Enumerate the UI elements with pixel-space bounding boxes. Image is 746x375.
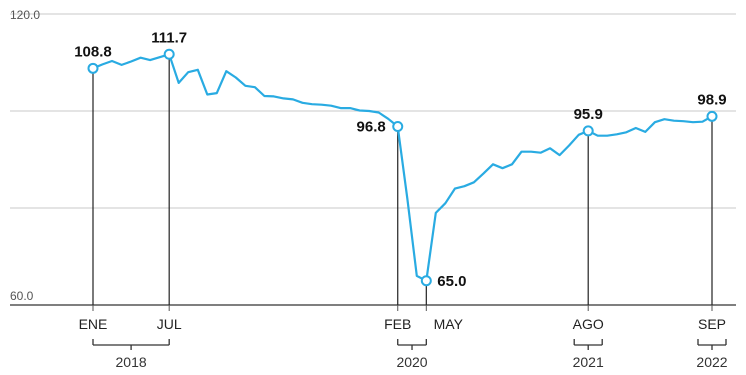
data-labels: 108.8 111.7 96.8 65.0 95.9 98.9 — [74, 29, 726, 289]
data-label: 96.8 — [357, 119, 386, 136]
point-marker — [163, 48, 175, 60]
data-label: 98.9 — [697, 91, 726, 108]
point-marker — [420, 275, 432, 287]
data-label: 95.9 — [574, 106, 603, 123]
y-tick-labels: 120.0 60.0 — [10, 8, 40, 303]
data-label: 111.7 — [151, 29, 187, 46]
y-tick-label: 60.0 — [10, 289, 34, 303]
series-line-path — [91, 53, 714, 282]
x-tick-label: JUL — [157, 316, 182, 332]
year-label: 2021 — [573, 354, 604, 370]
y-tick-label: 120.0 — [10, 8, 40, 22]
data-label: 108.8 — [74, 43, 112, 60]
year-label: 2020 — [396, 354, 427, 370]
point-markers — [87, 48, 718, 287]
point-marker — [87, 62, 99, 74]
drop-lines — [92, 54, 713, 305]
point-marker — [582, 125, 594, 137]
data-label: 65.0 — [437, 273, 466, 290]
year-brackets: 2018 2020 2021 2022 — [92, 339, 728, 370]
year-label: 2022 — [696, 354, 727, 370]
point-marker — [706, 110, 718, 122]
x-tick-label: FEB — [384, 316, 411, 332]
x-tick-label: MAY — [434, 316, 464, 332]
year-label: 2018 — [116, 354, 147, 370]
point-marker — [392, 121, 404, 133]
x-tick-labels: ENE JUL FEB MAY AGO SEP — [79, 305, 726, 332]
x-tick-label: AGO — [573, 316, 604, 332]
series-line — [91, 53, 714, 282]
x-tick-label: ENE — [79, 316, 108, 332]
x-tick-label: SEP — [698, 316, 726, 332]
